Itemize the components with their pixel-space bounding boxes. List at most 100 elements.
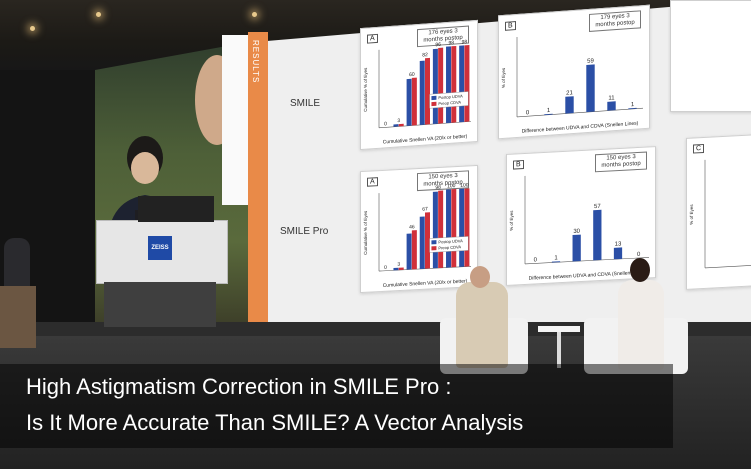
bar-value-label: 0: [384, 265, 387, 271]
row-label-smile-pro: SMILE Pro: [280, 226, 329, 237]
legend-swatch: [431, 246, 437, 251]
bar-preop-cdva: [398, 123, 404, 127]
chart-card: A 176 eyes 3 months postop 0 3 60 82 96 98 98 Pos…: [360, 19, 478, 151]
laptop: [138, 196, 214, 222]
bar-value-label: 3: [397, 262, 400, 268]
bar-value-label: 100: [460, 182, 469, 188]
legend-label: Preop CDVA: [438, 100, 461, 107]
bar-value-label: 100: [447, 183, 456, 189]
caption-overlay: [0, 364, 673, 448]
bar-value-label: 0: [534, 257, 538, 263]
moderator-booth: [0, 286, 36, 348]
x-axis: [705, 265, 751, 269]
bar-postop-udva: [446, 46, 452, 124]
bar-preop-cdva: [438, 190, 444, 268]
panelist-female-head: [630, 258, 650, 282]
bar-postop-udva: [459, 188, 465, 267]
bar-value-label: 3: [397, 118, 400, 124]
podium-logo-text: ZEISS: [151, 245, 169, 251]
white-panel: [222, 35, 248, 205]
chart-card: B 150 eyes 3 months postop 0 1 30 57 13 0 Differ…: [506, 146, 656, 286]
chart-card: [670, 0, 751, 112]
caption-line-2: Is It More Accurate Than SMILE? A Vector…: [26, 410, 524, 435]
bar-value-label: 67: [422, 206, 428, 212]
bar-preop-cdva: [464, 188, 470, 267]
panelist-male-head: [470, 266, 490, 288]
bar-preop-cdva: [464, 45, 470, 122]
bar-value-label: 1: [631, 102, 635, 108]
bar-value-label: 0: [526, 110, 530, 116]
bar-value-label: 46: [409, 224, 415, 230]
bar-preop-cdva: [451, 45, 457, 123]
x-axis: [525, 257, 649, 265]
legend-box: [429, 236, 469, 253]
results-strip: RESULTS: [248, 32, 268, 324]
legend-label: Postop UDVA: [438, 93, 463, 100]
bar-postop-udva: [419, 60, 425, 125]
bar: [593, 209, 602, 261]
bar: [565, 96, 574, 114]
bar-postop-udva: [432, 48, 438, 125]
bar: [613, 247, 623, 260]
bar-preop-cdva: [425, 57, 430, 125]
legend-swatch: [431, 240, 437, 245]
podium-base: [104, 282, 216, 327]
bar: [607, 101, 616, 111]
bar-preop-cdva: [438, 47, 444, 124]
bar-preop-cdva: [451, 189, 457, 268]
bar-value-label: 57: [594, 204, 601, 210]
legend-swatch: [431, 95, 437, 101]
y-axis-label: % of Eyes: [689, 204, 694, 225]
caption-line-1: High Astigmatism Correction in SMILE Pro…: [26, 374, 452, 399]
bar: [586, 64, 595, 113]
y-axis-label: % of Eyes: [501, 67, 506, 88]
bar-value-label: 1: [554, 255, 558, 261]
chart-card: C% of Eyes: [686, 134, 751, 290]
x-axis-label: Cumulative Snellen VA (20/x or better): [383, 134, 468, 146]
bar-value-label: 98: [449, 40, 455, 46]
x-axis: [517, 107, 643, 118]
bar-preop-cdva: [425, 212, 430, 269]
bar-value-label: 30: [573, 229, 580, 235]
bar: [544, 113, 553, 116]
bar-postop-udva: [459, 45, 465, 123]
legend-swatch: [431, 101, 437, 107]
bar-value-label: 82: [422, 52, 428, 58]
bar-value-label: 11: [608, 95, 615, 101]
bar-value-label: 59: [587, 58, 594, 65]
bar: [551, 261, 561, 263]
zeiss-logo: ZEISS: [148, 236, 172, 260]
bar-value-label: 60: [409, 72, 415, 78]
bar: [572, 234, 581, 262]
bar-value-label: 1: [547, 108, 551, 114]
bar-value-label: 96: [435, 42, 441, 48]
bar-value-label: 0: [637, 252, 641, 258]
panelist-male: [456, 282, 508, 368]
bar-postop-udva: [393, 124, 399, 127]
legend-box: [429, 91, 469, 109]
y-axis-label: % of Eyes: [509, 210, 514, 231]
chart-card: A 150 eyes 3 months postop 0 3 46 67 98 100 100 P…: [360, 164, 478, 294]
bar-value-label: 98: [435, 185, 441, 191]
bar-postop-udva: [406, 233, 412, 270]
moderator: [4, 238, 30, 286]
y-axis-label: Cumulative % of Eyes: [363, 67, 368, 112]
chart-svg: % of Eyes: [689, 159, 751, 269]
bar-value-label: 98: [462, 39, 468, 45]
ceiling-light: [30, 26, 35, 31]
results-label: RESULTS: [251, 40, 260, 84]
side-table: [538, 326, 580, 332]
table-stand: [557, 332, 561, 368]
bar-postop-udva: [432, 191, 438, 269]
bar-postop-udva: [406, 78, 412, 126]
panelist-female: [618, 280, 664, 370]
x-axis-label: Cumulative Snellen VA (20/x or better): [383, 278, 468, 288]
row-label-smile: SMILE: [290, 98, 321, 109]
bar-value-label: 21: [566, 90, 573, 97]
y-axis-label: Cumulative % of Eyes: [363, 210, 368, 255]
bar-preop-cdva: [411, 230, 417, 270]
